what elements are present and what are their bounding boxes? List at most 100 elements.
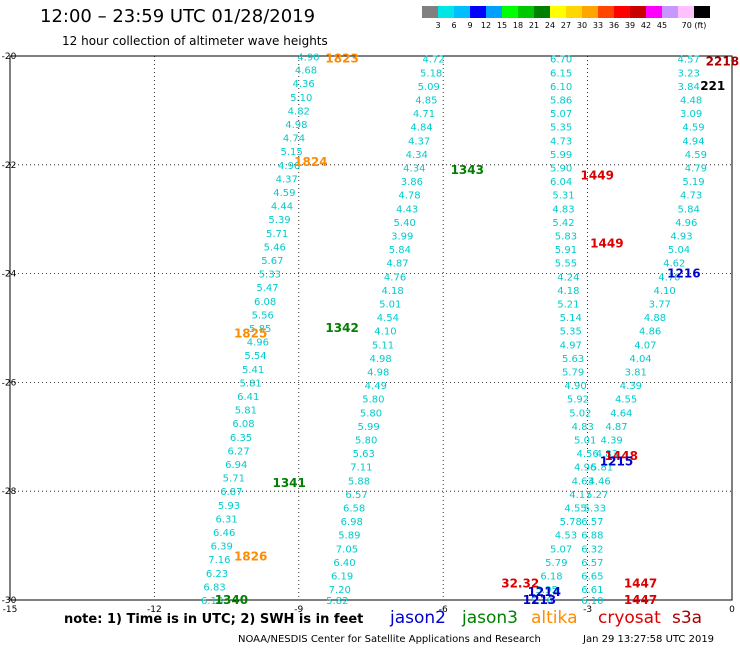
swh-value-label: 4.34 [406,150,428,161]
swh-value-label: 5.79 [545,558,567,569]
swh-value-label: 5.88 [348,476,370,487]
swh-value-label: 3.99 [391,232,413,243]
x-tick-label: -3 [583,605,592,615]
swh-value-label: 6.32 [581,544,603,555]
swh-value-label: 4.55 [564,504,586,515]
colorbar-label: 30 [576,21,588,30]
swh-value-label: 5.63 [562,354,584,365]
swh-value-label: 4.82 [288,106,310,117]
swh-value-label: 5.07 [550,544,572,555]
swh-value-label: 4.10 [653,286,675,297]
swh-value-label: 5.82 [326,596,348,607]
swh-value-label: 7.20 [329,585,351,596]
swh-value-label: 4.59 [273,188,295,199]
swh-value-label: 6.46 [213,528,235,539]
plot-frame [9,55,733,601]
swh-value-label: 7.16 [208,555,230,566]
legend-jason2: jason2 [390,608,446,628]
swh-value-label: 4.68 [295,66,317,77]
track-id-label: 1340 [215,593,248,607]
swh-value-label: 5.80 [355,436,377,447]
swh-value-label: 5.42 [552,218,574,229]
swh-value-label: 5.86 [550,96,572,107]
swh-value-label: 5.31 [552,191,574,202]
colorbar-label: 24 [544,21,556,30]
chart-subtitle: 12 hour collection of altimeter wave hei… [62,34,328,48]
swh-value-label: 5.84 [389,245,411,256]
swh-value-label: 4.71 [413,109,435,120]
track-id-label: 1213 [523,593,556,607]
swh-value-label: 4.90 [564,381,586,392]
y-tick-label: -24 [2,270,17,280]
swh-value-label: 4.48 [680,96,702,107]
swh-value-label: 4.55 [615,395,637,406]
track-id-label: 1826 [234,549,267,563]
swh-value-label: 5.10 [290,93,312,104]
swh-value-label: 3.81 [625,368,647,379]
swh-value-label: 4.49 [365,381,387,392]
x-tick-label: 0 [729,605,735,615]
swh-value-label: 5.39 [268,215,290,226]
swh-value-label: 4.39 [620,381,642,392]
swh-value-label: 6.31 [215,514,237,525]
swh-value-label: 5.02 [569,408,591,419]
swh-value-label: 4.44 [271,202,293,213]
swh-value-label: 5.46 [264,242,286,253]
swh-value-label: 3.84 [678,82,700,93]
swh-value-label: 5.63 [353,449,375,460]
colorbar-swatch [678,6,694,18]
swh-value-label: 5.78 [531,596,553,607]
swh-value-label: 4.96 [278,161,300,172]
swh-value-label: 6.88 [581,531,603,542]
swh-value-label: 5.56 [252,310,274,321]
colorbar-swatch [598,6,614,18]
swh-value-label: 4.88 [644,313,666,324]
swh-value-label: 6.41 [237,392,259,403]
swh-value-label: 5.95 [536,585,558,596]
swh-value-label: 4.73 [550,136,572,147]
swh-value-label: 4.83 [572,422,594,433]
swh-value-label: 5.67 [261,256,283,267]
swh-value-label: 6.70 [550,55,572,66]
colorbar-swatch [550,6,566,18]
swh-value-label: 4.98 [369,354,391,365]
swh-value-label: 6.23 [206,569,228,580]
swh-value-label: 4.53 [555,531,577,542]
swh-value-label: 4.84 [410,123,432,134]
swh-value-label: 4.86 [639,327,661,338]
x-tick-label: -15 [3,605,18,615]
colorbar-swatch [582,6,598,18]
swh-value-label: 6.83 [203,582,225,593]
y-tick-label: -26 [2,378,17,388]
swh-value-label: 4.70 [658,272,680,283]
swh-value-label: 4.83 [552,204,574,215]
swh-value-label: 5.41 [242,365,264,376]
swh-value-label: 4.39 [601,436,623,447]
swh-value-label: 4.34 [403,164,425,175]
swh-value-label: 5.40 [394,218,416,229]
swh-value-label: 4.36 [292,79,314,90]
swh-value-label: 4.63 [572,476,594,487]
y-tick-label: -20 [2,52,17,62]
swh-value-label: 5.85 [249,324,271,335]
swh-value-label: 4.74 [283,134,305,145]
swh-value-label: 6.57 [345,490,367,501]
swh-value-label: 4.87 [605,422,627,433]
swh-value-label: 5.11 [372,340,394,351]
colorbar-label: 15 [496,21,508,30]
swh-value-label: 4.79 [685,164,707,175]
colorbar-label: 42 [640,21,652,30]
swh-value-label: 4.17 [569,490,591,501]
legend-s3a: s3a [672,608,703,628]
y-tick-label: -22 [2,161,17,171]
swh-value-label: 5.71 [266,229,288,240]
track-id-label: 1824 [294,155,327,169]
swh-value-label: 4.96 [574,463,596,474]
colorbar-label: 18 [512,21,524,30]
swh-value-label: 6.58 [343,504,365,515]
swh-value-label: 4.73 [680,191,702,202]
swh-value-label: 5.33 [259,270,281,281]
swh-value-label: 6.15 [550,68,572,79]
colorbar-swatch [630,6,646,18]
swh-value-label: 4.96 [675,218,697,229]
